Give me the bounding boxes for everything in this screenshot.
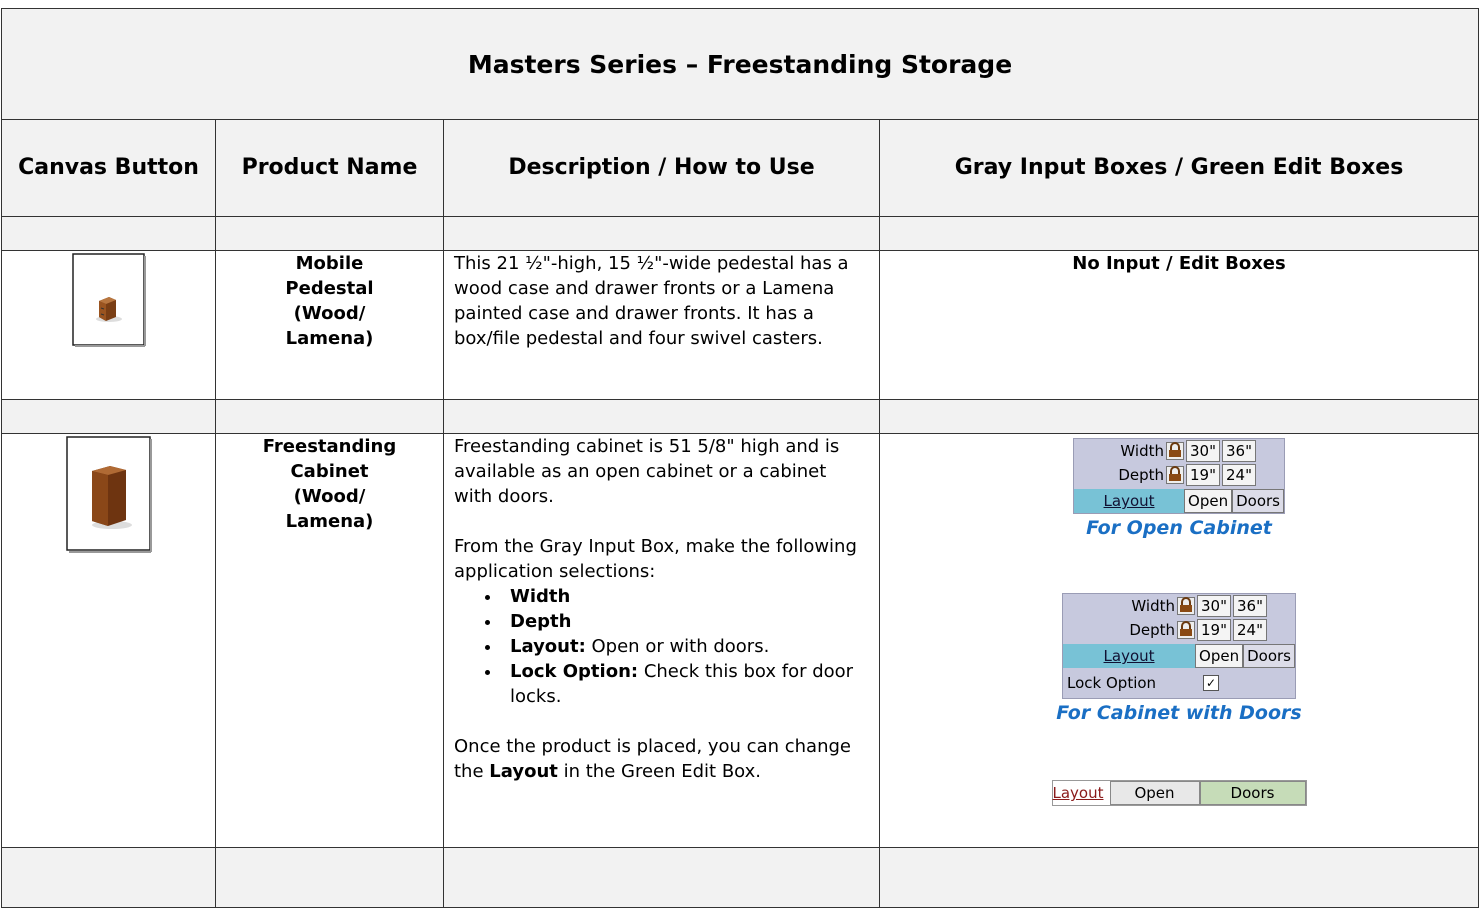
list-item: Width <box>502 584 869 609</box>
spacer-row <box>1 399 1479 434</box>
option-box: 24" <box>1233 619 1268 641</box>
input-row: Width 30" 36" <box>1063 594 1295 618</box>
edit-option: Open <box>1109 781 1200 805</box>
green-edit-box: Layout Open Doors <box>1051 780 1307 806</box>
option-box: 19" <box>1186 464 1221 486</box>
lock-row: Lock Option ✓ <box>1063 668 1295 698</box>
option-box: 24" <box>1222 464 1257 486</box>
header-cell: Canvas Button <box>1 119 216 217</box>
input-label: Width <box>1131 597 1176 615</box>
input-label: Width <box>1120 442 1165 460</box>
product-name: Mobile Pedestal (Wood/ Lamena) <box>215 250 444 400</box>
input-row: Width 30" 36" <box>1074 439 1284 463</box>
product-row: Freestanding Cabinet (Wood/ Lamena) Free… <box>1 433 1479 848</box>
product-name-line: Lamena) <box>285 511 374 532</box>
item-text: Check this box for door locks. <box>510 661 854 707</box>
lock-icon <box>1177 597 1196 615</box>
description: Freestanding cabinet is 51 5/8" high and… <box>443 433 880 848</box>
item-label: Depth <box>510 611 572 632</box>
title-row: Masters Series – Freestanding Storage <box>1 8 1479 120</box>
item-label: Lock Option: <box>510 661 639 682</box>
layout-option: Doors <box>1243 644 1295 668</box>
header-row: Canvas Button Product Name Description /… <box>1 119 1479 217</box>
layout-row: Layout Open Doors <box>1063 644 1295 668</box>
product-name-line: Mobile <box>295 253 364 274</box>
item-label: Layout: <box>510 636 586 657</box>
option-box: 36" <box>1222 440 1257 462</box>
lock-label: Lock Option <box>1067 674 1157 692</box>
layout-row: Layout Open Doors <box>1074 489 1284 513</box>
option-box: 19" <box>1197 619 1232 641</box>
layout-option: Open <box>1184 489 1233 513</box>
product-name-line: Lamena) <box>285 328 374 349</box>
layout-label: Layout <box>1063 644 1196 668</box>
canvas-button-icon <box>65 436 152 553</box>
input-row: Depth 19" 24" <box>1063 618 1295 642</box>
product-name: Freestanding Cabinet (Wood/ Lamena) <box>215 433 444 848</box>
edit-option: Doors <box>1199 781 1306 805</box>
description-lead: From the Gray Input Box, make the follow… <box>454 536 857 582</box>
product-name-line: Cabinet <box>290 461 369 482</box>
input-row: Depth 19" 24" <box>1074 463 1284 487</box>
gray-input-box: Width 30" 36" Depth 19" 24" Layout Open Doors <box>1073 438 1285 514</box>
header-cell: Gray Input Boxes / Green Edit Boxes <box>879 119 1479 217</box>
layout-option: Doors <box>1232 489 1284 513</box>
product-row: Mobile Pedestal (Wood/ Lamena) This 21 ½… <box>1 250 1479 400</box>
product-name-line: Pedestal <box>285 278 374 299</box>
document: Masters Series – Freestanding Storage Ca… <box>1 8 1479 908</box>
lock-icon <box>1166 466 1185 484</box>
spacer-row <box>1 847 1479 908</box>
canvas-button-icon <box>71 253 146 347</box>
option-box: 36" <box>1233 595 1268 617</box>
text: in the Green Edit Box. <box>563 761 761 782</box>
description: This 21 ½"-high, 15 ½"-wide pedestal has… <box>443 250 880 400</box>
gray-input-box-slot: Width 30" 36" Depth 19" 24" Layout Open Doors Loc… <box>890 593 1468 699</box>
bold-text: Layout <box>489 761 558 782</box>
icon-cell <box>1 250 216 400</box>
edit-layout-label: Layout <box>1052 781 1110 805</box>
description-closing: Once the product is placed, you can chan… <box>454 734 869 784</box>
checkbox: ✓ <box>1203 675 1220 691</box>
text: Once the product is placed, you can chan… <box>454 736 851 782</box>
product-name-line: (Wood/ <box>293 486 366 507</box>
option-box: 30" <box>1197 595 1232 617</box>
selection-list: Width Depth Layout: Open or with doors. … <box>454 584 869 709</box>
table-title: Masters Series – Freestanding Storage <box>1 8 1479 120</box>
layout-option: Open <box>1195 644 1244 668</box>
caption: For Open Cabinet <box>1086 517 1272 539</box>
item-text: Open or with doors. <box>591 636 770 657</box>
storage-table: Masters Series – Freestanding Storage Ca… <box>1 8 1479 908</box>
list-item: Lock Option: Check this box for door loc… <box>502 659 869 709</box>
list-item: Depth <box>502 609 869 634</box>
gray-input-box: Width 30" 36" Depth 19" 24" Layout Open Doors Loc… <box>1062 593 1296 699</box>
option-box: 30" <box>1186 440 1221 462</box>
description-intro: Freestanding cabinet is 51 5/8" high and… <box>454 436 840 507</box>
list-item: Layout: Open or with doors. <box>502 634 869 659</box>
product-name-line: (Wood/ <box>293 303 366 324</box>
header-cell: Description / How to Use <box>443 119 880 217</box>
icon-cell <box>1 433 216 848</box>
green-edit-box-slot: Layout Open Doors <box>890 780 1468 806</box>
layout-label: Layout <box>1074 489 1185 513</box>
lock-icon <box>1177 621 1196 639</box>
header-cell: Product Name <box>215 119 444 217</box>
lock-icon <box>1166 442 1185 460</box>
input-label: Depth <box>1118 466 1165 484</box>
input-label: Depth <box>1129 621 1176 639</box>
spacer-row <box>1 216 1479 251</box>
inputs-cell: Width 30" 36" Depth 19" 24" Layout Open Doors Fo… <box>879 433 1479 848</box>
inputs-note: No Input / Edit Boxes <box>879 250 1479 400</box>
item-label: Width <box>510 586 571 607</box>
product-name-line: Freestanding <box>262 436 397 457</box>
caption: For Cabinet with Doors <box>1056 702 1302 724</box>
description-text: This 21 ½"-high, 15 ½"-wide pedestal has… <box>454 253 849 349</box>
gray-input-box-slot: Width 30" 36" Depth 19" 24" Layout Open Doors <box>890 438 1468 514</box>
